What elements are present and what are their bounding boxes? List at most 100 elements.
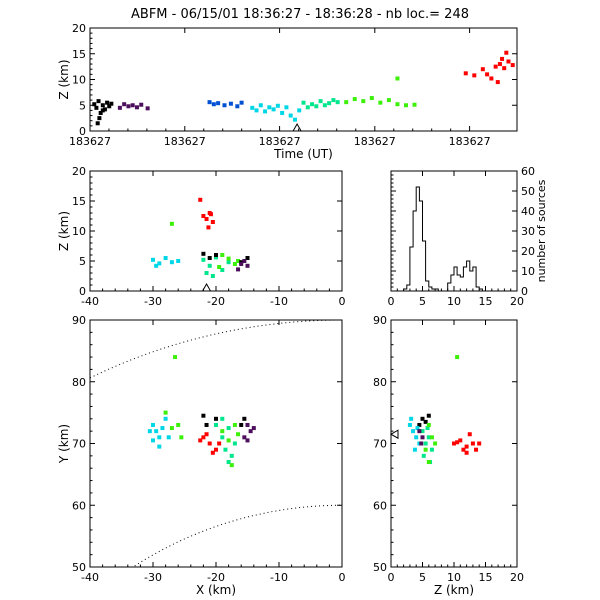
time-height-point [122, 102, 127, 107]
time-height-xtick-label: 183627 [259, 135, 301, 148]
z-y-station-marker [389, 429, 399, 440]
time-height-point [284, 105, 289, 110]
x-z-point [154, 263, 159, 268]
plan-view-xtick-label: -10 [270, 571, 288, 584]
x-z-xtick-label: -10 [270, 295, 288, 308]
time-height-point [92, 102, 97, 107]
plan-view-ytick-label: 70 [72, 438, 86, 451]
x-z-point [151, 257, 155, 262]
time-height-point [100, 108, 105, 113]
x-z-point [245, 256, 250, 260]
z-y-point [474, 447, 479, 452]
time-height-point [100, 103, 105, 108]
plan-view-point [201, 435, 206, 440]
plan-view-point [229, 453, 234, 458]
z-y-point [452, 441, 456, 446]
time-height-point [216, 101, 221, 106]
time-height-point [378, 100, 383, 105]
time-height-xtick-label: 183627 [449, 135, 491, 148]
time-height-point [271, 107, 276, 112]
plan-view-point [201, 413, 206, 418]
time-height-point [331, 98, 336, 103]
time-height-point [472, 73, 477, 78]
time-height-station-marker [292, 122, 302, 132]
z-y-ytick-label: 90 [373, 314, 387, 327]
time-height-point [130, 103, 135, 108]
plan-view-point [236, 432, 241, 437]
plan-view-point [214, 422, 218, 427]
plan-view-point [251, 426, 256, 431]
x-z-point [232, 262, 237, 266]
z-y-point [417, 429, 422, 434]
plan-view-point [163, 410, 168, 415]
time-height-point [95, 121, 100, 126]
x-z-point [207, 256, 212, 260]
time-height-point [305, 105, 310, 110]
plan-view-point [179, 435, 184, 440]
plan-view-xtick-label: -40 [81, 571, 99, 584]
height-histogram-ytick-label: 30 [521, 225, 535, 238]
z-y-point [470, 441, 475, 446]
time-height-ytick-label: 5 [79, 99, 86, 112]
z-y-marks [407, 355, 482, 465]
plan-view-xlabel: X (km) [196, 583, 236, 597]
plan-view-point [163, 416, 168, 421]
z-y-point [423, 419, 428, 424]
height-histogram-ytick-label: 0 [521, 285, 528, 298]
z-y-point [420, 435, 425, 440]
time-height-point [500, 56, 505, 61]
x-z-point [157, 261, 162, 266]
time-height-point [506, 59, 511, 64]
time-height-point [510, 63, 515, 68]
height-histogram-ytick-label: 50 [521, 185, 535, 198]
x-z-xtick-label: -40 [81, 295, 99, 308]
plan-view-point [157, 435, 162, 440]
z-y-point [426, 413, 431, 418]
plan-view-point [154, 429, 159, 434]
x-z-point [220, 268, 225, 272]
z-y-point [419, 441, 424, 446]
z-y-point [420, 429, 425, 434]
plan-view-point [173, 355, 178, 360]
time-height-ylabel: Z (km) [57, 59, 71, 99]
time-height-point [335, 100, 340, 105]
time-height-point [485, 72, 490, 77]
time-height-point [222, 103, 227, 108]
z-y-xtick-label: 5 [419, 571, 426, 584]
x-z-point [163, 256, 168, 260]
x-z-point [210, 274, 215, 278]
plan-view-point [245, 422, 250, 427]
z-y-point [425, 426, 430, 431]
time-height-point [412, 102, 417, 107]
x-z-point [201, 257, 206, 262]
x-z-ytick-label: 0 [79, 285, 86, 298]
plan-view-point [226, 460, 231, 465]
plan-view-ylabel: Y (km) [57, 424, 71, 464]
height-histogram-ytick-label: 10 [521, 265, 535, 278]
z-y-point [412, 447, 417, 452]
z-y-point [409, 416, 414, 421]
plan-view-point [245, 438, 250, 443]
x-z-marks [151, 197, 250, 278]
time-height-point [314, 104, 319, 109]
plan-view-ytick-label: 50 [72, 561, 86, 574]
plan-view-point [248, 429, 253, 434]
time-height-xtick-label: 183627 [354, 135, 396, 148]
plan-view-range-ring [132, 504, 342, 567]
z-y-point [467, 432, 472, 437]
time-height-point [211, 102, 216, 107]
x-z-xtick-label: 0 [339, 295, 346, 308]
x-z-point [207, 263, 212, 268]
time-height-point [344, 100, 349, 105]
z-y-xtick-label: 15 [479, 571, 493, 584]
z-y-point [455, 355, 460, 360]
plan-view-point [176, 422, 181, 427]
x-z-point [201, 214, 206, 218]
time-height-point [395, 76, 400, 81]
x-z-ytick-label: 20 [72, 165, 86, 178]
plan-view-point [217, 441, 222, 446]
x-z-point [204, 217, 209, 221]
x-z-point [226, 260, 231, 265]
plan-view-point [226, 438, 231, 443]
